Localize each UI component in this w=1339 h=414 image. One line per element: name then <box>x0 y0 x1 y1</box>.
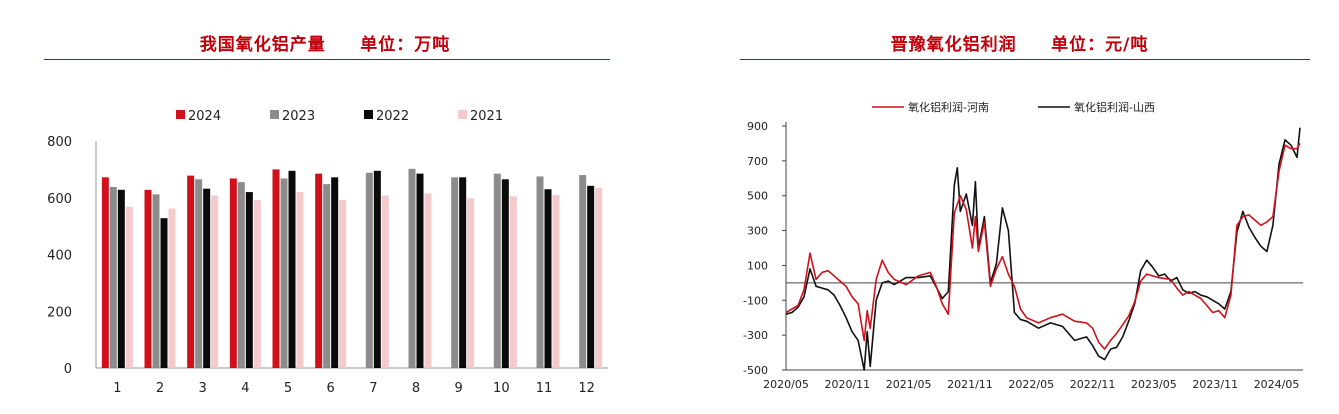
bar-2024-3 <box>187 175 195 368</box>
bar-2022-11 <box>544 189 552 368</box>
bar-2021-5 <box>296 192 304 368</box>
x-tick-label: 10 <box>493 381 510 396</box>
y-tick-label: -500 <box>743 364 768 377</box>
production-chart-title: 我国氧化铝产量 单位：万吨 <box>199 35 451 55</box>
bar-2023-7 <box>365 172 373 368</box>
bar-2023-11 <box>536 176 544 368</box>
bar-2023-12 <box>579 175 587 368</box>
y-tick-label: 0 <box>64 362 72 377</box>
legend-swatch-2023 <box>270 110 279 119</box>
x-tick-label: 1 <box>113 381 121 396</box>
x-tick-label: 2023/05 <box>1131 378 1177 391</box>
x-tick-label: 8 <box>412 381 420 396</box>
bar-2021-2 <box>168 208 176 368</box>
series-line-henan <box>785 143 1301 350</box>
bar-2023-3 <box>195 179 203 368</box>
y-tick-label: 700 <box>747 155 768 168</box>
production-chart-panel: 我国氧化铝产量 单位：万吨 2024 2023 2022 2021 0 200 400 600… <box>0 0 650 414</box>
bar-2023-5 <box>280 178 288 368</box>
legend-label-2021: 2021 <box>470 109 503 124</box>
y-tick-label: 100 <box>747 259 768 272</box>
bar-2021-12 <box>595 187 603 368</box>
x-tick-label: 12 <box>578 381 595 396</box>
bar-2021-9 <box>467 198 475 368</box>
bar-2024-1 <box>101 177 109 368</box>
x-tick-label: 2020/11 <box>824 378 870 391</box>
profit-chart-title: 晋豫氧化铝利润 单位：元/吨 <box>890 35 1149 55</box>
bar-2021-8 <box>424 193 432 368</box>
y-tick-label: -100 <box>743 294 768 307</box>
bar-2024-6 <box>315 173 323 368</box>
series-line-shanxi <box>785 127 1301 371</box>
bar-2023-2 <box>152 194 160 368</box>
legend-label-2022: 2022 <box>376 109 409 124</box>
y-tick-label: 200 <box>47 305 72 320</box>
x-tick-label: 2021/11 <box>947 378 993 391</box>
bar-2022-10 <box>501 179 509 368</box>
bar-2023-4 <box>237 182 245 368</box>
bar-2021-6 <box>339 200 347 368</box>
profit-title-rule <box>740 59 1310 60</box>
legend-swatch-2022 <box>364 110 373 119</box>
legend-label-shanxi: 氧化铝利润-山西 <box>1074 100 1155 114</box>
legend-label-henan: 氧化铝利润-河南 <box>908 100 989 114</box>
x-tick-label: 6 <box>327 381 335 396</box>
x-tick-label: 7 <box>369 381 377 396</box>
x-tick-label: 5 <box>284 381 292 396</box>
x-tick-label: 2020/05 <box>763 378 809 391</box>
y-tick-label: 500 <box>747 190 768 203</box>
bar-2022-5 <box>288 170 296 368</box>
y-tick-label: -300 <box>743 329 768 342</box>
y-tick-label: 900 <box>747 120 768 133</box>
x-tick-label: 4 <box>241 381 249 396</box>
x-tick-label: 2021/05 <box>886 378 932 391</box>
bar-2021-7 <box>381 195 389 368</box>
bar-2023-1 <box>109 186 117 368</box>
x-tick-label: 2022/05 <box>1008 378 1054 391</box>
bar-2021-4 <box>253 200 261 368</box>
bar-2021-1 <box>125 206 133 368</box>
bar-2021-3 <box>211 195 219 368</box>
bar-2021-10 <box>509 196 517 368</box>
x-tick-label: 11 <box>536 381 553 396</box>
bar-2022-4 <box>245 192 253 368</box>
legend-swatch-2021 <box>458 110 467 119</box>
legend-label-2023: 2023 <box>282 109 315 124</box>
profit-chart-panel: 晋豫氧化铝利润 单位：元/吨 氧化铝利润-河南 氧化铝利润-山西 900 700 500… <box>700 0 1339 414</box>
x-tick-label: 3 <box>199 381 207 396</box>
x-tick-label: 2022/11 <box>1070 378 1116 391</box>
profit-line-chart: 氧化铝利润-河南 氧化铝利润-山西 900 700 500 300 100 -100 -300 -… <box>743 100 1303 391</box>
bar-2022-9 <box>459 177 467 368</box>
bar-2022-7 <box>373 170 381 368</box>
bar-2023-9 <box>451 177 459 368</box>
y-tick-label: 300 <box>747 225 768 238</box>
bar-2023-6 <box>323 184 331 368</box>
bar-2022-12 <box>587 185 595 368</box>
bar-2022-8 <box>416 173 424 368</box>
bar-2022-3 <box>203 188 211 368</box>
bar-2023-8 <box>408 168 416 368</box>
y-tick-label: 600 <box>47 192 72 207</box>
y-tick-label: 800 <box>47 135 72 150</box>
bar-2022-2 <box>160 218 168 368</box>
bar-2023-10 <box>493 173 501 368</box>
x-tick-label: 2 <box>156 381 164 396</box>
bar-2024-4 <box>229 178 237 368</box>
production-title-rule <box>44 59 610 60</box>
legend-swatch-2024 <box>176 110 185 119</box>
bar-2022-1 <box>117 189 125 368</box>
y-tick-label: 400 <box>47 249 72 264</box>
bar-2021-11 <box>552 194 560 368</box>
bar-2024-5 <box>272 169 280 368</box>
x-tick-label: 2023/11 <box>1192 378 1238 391</box>
legend-label-2024: 2024 <box>188 109 221 124</box>
x-tick-label: 2024/05 <box>1254 378 1300 391</box>
bar-2024-2 <box>144 189 152 368</box>
bar-2022-6 <box>331 177 339 368</box>
x-tick-label: 9 <box>455 381 463 396</box>
